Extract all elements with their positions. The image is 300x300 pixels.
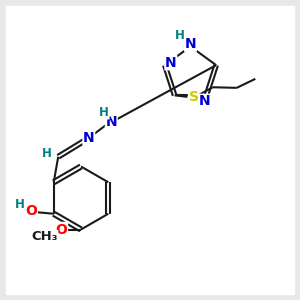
Text: H: H — [15, 198, 25, 211]
Text: N: N — [106, 115, 117, 129]
Text: H: H — [175, 28, 185, 42]
Text: O: O — [25, 204, 37, 218]
Text: N: N — [185, 37, 196, 51]
Text: H: H — [99, 106, 109, 119]
Text: S: S — [188, 90, 199, 104]
Text: N: N — [165, 56, 177, 70]
Text: H: H — [42, 147, 52, 160]
Text: CH₃: CH₃ — [31, 230, 58, 244]
Text: N: N — [83, 131, 94, 145]
Text: N: N — [199, 94, 211, 108]
Text: O: O — [56, 223, 68, 236]
